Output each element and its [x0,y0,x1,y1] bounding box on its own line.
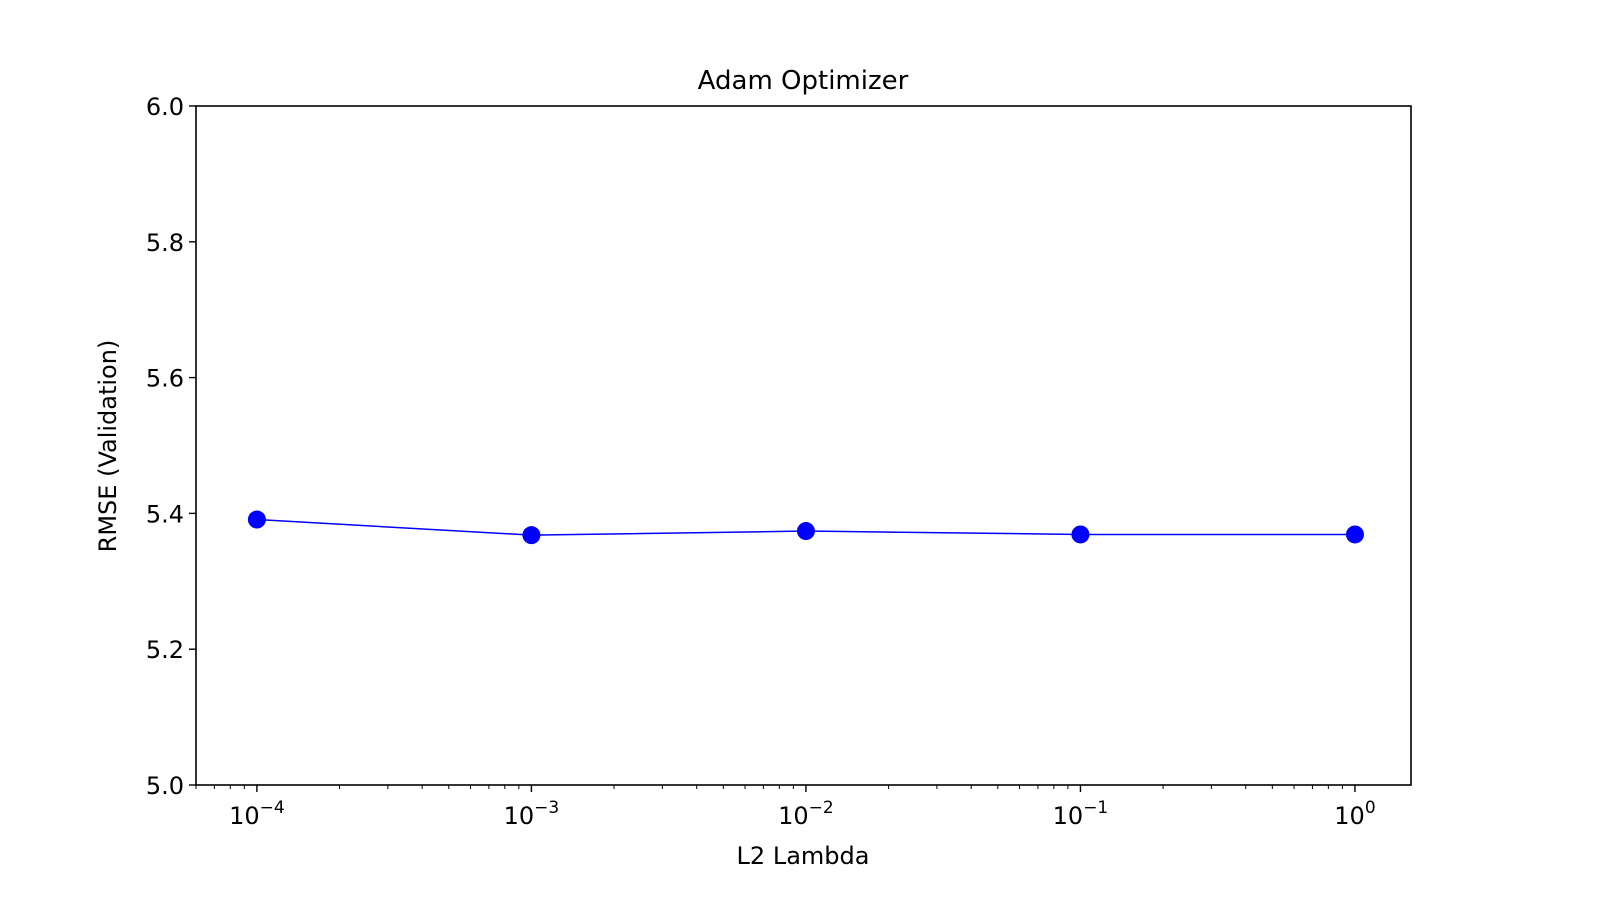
x-tick-exponent: −1 [1083,798,1108,818]
y-axis-label: RMSE (Validation) [94,340,122,553]
x-tick-exponent: 0 [1365,798,1376,818]
x-tick-base: 10 [778,802,809,830]
x-tick-exponent: −4 [260,798,285,818]
y-tick-label: 5.0 [146,772,184,800]
data-point [796,522,815,541]
plot-area: 5.05.25.45.65.86.0 10−4 10−3 10−2 10−1 100 [146,93,1412,830]
data-point [1071,525,1090,544]
y-tick-label: 5.4 [146,500,184,528]
data-point [522,526,541,545]
y-tick-label: 5.2 [146,636,184,664]
x-tick-label: 100 [1334,798,1375,830]
series-layer [247,510,1364,545]
x-tick-base: 10 [1334,802,1365,830]
y-axis-ticks: 5.0 5.2 5.4 5.6 5.8 6.0 [146,93,196,800]
x-tick-exponent: −2 [809,798,834,818]
x-tick-label: 10−4 [229,798,285,830]
x-tick-label: 10−2 [778,798,834,830]
y-tick-label: 6.0 [146,93,184,121]
x-tick-label: 10−1 [1053,798,1109,830]
x-tick-base: 10 [1053,802,1084,830]
x-tick-base: 10 [229,802,260,830]
y-tick-label: 5.6 [146,365,184,393]
x-axis-ticks: 10−4 10−3 10−2 10−1 100 [195,785,1376,830]
y-tick-label: 5.8 [146,229,184,257]
x-axis-label: L2 Lambda [737,842,870,870]
data-point [1345,525,1364,544]
chart-title: Adam Optimizer [698,66,909,96]
x-tick-label: 10−3 [504,798,560,830]
x-tick-base: 10 [504,802,535,830]
data-point [247,510,266,529]
x-tick-exponent: −3 [534,798,559,818]
axes-frame [195,105,1412,786]
